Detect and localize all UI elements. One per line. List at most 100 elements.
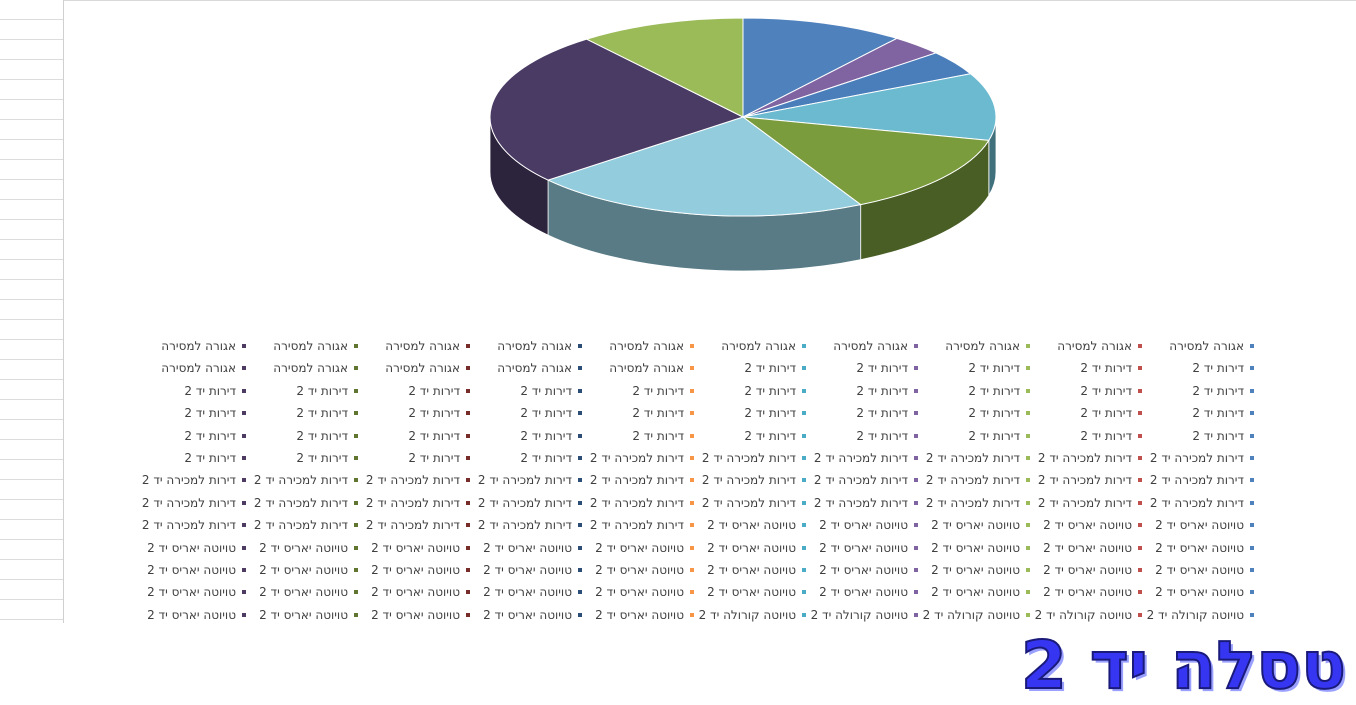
legend-entry[interactable]: טויוטה יאריס יד 2 (1043, 518, 1142, 532)
legend-entry[interactable]: דירות יד 2 (408, 451, 470, 465)
legend-entry[interactable]: טויוטה יאריס יד 2 (147, 585, 246, 599)
legend-entry[interactable]: דירות יד 2 (1192, 361, 1254, 375)
legend-entry[interactable]: טויוטה קורולה יד 2 (699, 608, 806, 622)
legend-entry[interactable]: דירות למכירה יד 2 (814, 451, 918, 465)
pie-slice-3[interactable] (742, 73, 997, 141)
legend-entry[interactable]: דירות למכירה יד 2 (926, 473, 1030, 487)
legend-entry[interactable]: טויוטה יאריס יד 2 (1043, 563, 1142, 577)
pie-chart[interactable] (64, 1, 1356, 341)
legend-entry[interactable]: דירות למכירה יד 2 (702, 496, 806, 510)
legend-entry[interactable]: טויוטה יאריס יד 2 (259, 541, 358, 555)
legend-entry[interactable]: דירות יד 2 (1080, 406, 1142, 420)
legend-entry[interactable]: טויוטה יאריס יד 2 (1155, 585, 1254, 599)
legend-entry[interactable]: דירות יד 2 (744, 406, 806, 420)
legend-entry[interactable]: אגורה למסירה (385, 339, 470, 353)
legend-entry[interactable]: דירות יד 2 (520, 429, 582, 443)
legend-entry[interactable]: טויוטה יאריס יד 2 (371, 563, 470, 577)
legend-entry[interactable]: אגורה למסירה (273, 339, 358, 353)
legend-entry[interactable]: טויוטה יאריס יד 2 (371, 608, 470, 622)
legend-entry[interactable]: דירות יד 2 (408, 406, 470, 420)
legend-entry[interactable]: דירות יד 2 (632, 406, 694, 420)
legend-entry[interactable]: דירות למכירה יד 2 (366, 473, 470, 487)
legend-entry[interactable]: אגורה למסירה (1057, 339, 1142, 353)
legend-entry[interactable]: טויוטה יאריס יד 2 (371, 541, 470, 555)
legend-entry[interactable]: דירות יד 2 (296, 384, 358, 398)
legend-entry[interactable]: דירות למכירה יד 2 (814, 473, 918, 487)
legend-entry[interactable]: דירות למכירה יד 2 (1150, 496, 1254, 510)
legend-entry[interactable]: דירות למכירה יד 2 (142, 496, 246, 510)
legend-entry[interactable]: טויוטה יאריס יד 2 (931, 585, 1030, 599)
legend-entry[interactable]: טויוטה יאריס יד 2 (819, 585, 918, 599)
legend-entry[interactable]: דירות למכירה יד 2 (1150, 473, 1254, 487)
legend-entry[interactable]: דירות למכירה יד 2 (366, 518, 470, 532)
legend-entry[interactable]: טויוטה קורולה יד 2 (811, 608, 918, 622)
legend-entry[interactable]: דירות יד 2 (296, 406, 358, 420)
legend-entry[interactable]: אגורה למסירה (161, 339, 246, 353)
legend-entry[interactable]: טויוטה יאריס יד 2 (483, 541, 582, 555)
legend-entry[interactable]: טויוטה יאריס יד 2 (147, 563, 246, 577)
legend-entry[interactable]: דירות למכירה יד 2 (1150, 451, 1254, 465)
legend-entry[interactable]: טויוטה קורולה יד 2 (1147, 608, 1254, 622)
legend-entry[interactable]: דירות למכירה יד 2 (590, 518, 694, 532)
legend-entry[interactable]: דירות יד 2 (856, 384, 918, 398)
legend-entry[interactable]: דירות למכירה יד 2 (366, 496, 470, 510)
legend-entry[interactable]: טויוטה יאריס יד 2 (147, 608, 246, 622)
legend-entry[interactable]: טויוטה יאריס יד 2 (819, 563, 918, 577)
legend-entry[interactable]: טויוטה יאריס יד 2 (1155, 518, 1254, 532)
legend-entry[interactable]: דירות יד 2 (632, 429, 694, 443)
legend-entry[interactable]: אגורה למסירה (161, 361, 246, 375)
legend-entry[interactable]: טויוטה יאריס יד 2 (1155, 563, 1254, 577)
legend-entry[interactable]: דירות יד 2 (520, 384, 582, 398)
legend-entry[interactable]: טויוטה יאריס יד 2 (1043, 541, 1142, 555)
pie-slice-6[interactable] (489, 38, 745, 181)
legend-entry[interactable]: דירות יד 2 (296, 429, 358, 443)
legend-entry[interactable]: טויוטה יאריס יד 2 (707, 563, 806, 577)
legend-entry[interactable]: אגורה למסירה (385, 361, 470, 375)
legend-entry[interactable]: דירות יד 2 (632, 384, 694, 398)
pie-slice-5[interactable] (546, 116, 862, 217)
legend-entry[interactable]: דירות יד 2 (744, 429, 806, 443)
legend-entry[interactable]: דירות למכירה יד 2 (478, 473, 582, 487)
legend-entry[interactable]: טויוטה קורולה יד 2 (923, 608, 1030, 622)
legend-entry[interactable]: דירות למכירה יד 2 (1038, 496, 1142, 510)
legend-entry[interactable]: דירות למכירה יד 2 (142, 473, 246, 487)
legend-entry[interactable]: דירות יד 2 (184, 406, 246, 420)
legend-entry[interactable]: טויוטה יאריס יד 2 (819, 541, 918, 555)
legend-entry[interactable]: טויוטה יאריס יד 2 (595, 608, 694, 622)
legend-entry[interactable]: דירות למכירה יד 2 (814, 496, 918, 510)
legend-entry[interactable]: אגורה למסירה (609, 361, 694, 375)
pie-slice-7[interactable] (585, 17, 744, 118)
legend-entry[interactable]: דירות למכירה יד 2 (590, 451, 694, 465)
legend-entry[interactable]: דירות יד 2 (744, 384, 806, 398)
legend-entry[interactable]: דירות יד 2 (1080, 429, 1142, 443)
chart-area[interactable]: אגורה למסירה אגורה למסירה אגורה למסירה אגור… (64, 0, 1356, 623)
legend-entry[interactable]: דירות יד 2 (1192, 406, 1254, 420)
legend-entry[interactable]: טויוטה קורולה יד 2 (1035, 608, 1142, 622)
legend-entry[interactable]: טויוטה יאריס יד 2 (931, 518, 1030, 532)
legend-entry[interactable]: טויוטה יאריס יד 2 (707, 585, 806, 599)
legend-entry[interactable]: טויוטה יאריס יד 2 (483, 608, 582, 622)
legend-entry[interactable]: דירות למכירה יד 2 (254, 518, 358, 532)
legend-entry[interactable]: טויוטה יאריס יד 2 (819, 518, 918, 532)
legend-entry[interactable]: דירות יד 2 (1080, 384, 1142, 398)
legend-entry[interactable]: אגורה למסירה (273, 361, 358, 375)
legend-entry[interactable]: דירות למכירה יד 2 (702, 473, 806, 487)
legend-entry[interactable]: דירות למכירה יד 2 (926, 496, 1030, 510)
legend-entry[interactable]: טויוטה יאריס יד 2 (259, 563, 358, 577)
legend-entry[interactable]: טויוטה יאריס יד 2 (1155, 541, 1254, 555)
legend-entry[interactable]: דירות יד 2 (296, 451, 358, 465)
legend-entry[interactable]: דירות יד 2 (856, 406, 918, 420)
legend-entry[interactable]: אגורה למסירה (497, 339, 582, 353)
pie-slice-4[interactable] (741, 116, 990, 206)
legend-entry[interactable]: טויוטה יאריס יד 2 (259, 585, 358, 599)
legend-entry[interactable]: אגורה למסירה (497, 361, 582, 375)
legend-entry[interactable]: דירות למכירה יד 2 (478, 518, 582, 532)
legend-entry[interactable]: דירות למכירה יד 2 (926, 451, 1030, 465)
legend-entry[interactable]: דירות יד 2 (184, 384, 246, 398)
legend-entry[interactable]: דירות למכירה יד 2 (142, 518, 246, 532)
legend-entry[interactable]: דירות יד 2 (856, 429, 918, 443)
legend-entry[interactable]: אגורה למסירה (945, 339, 1030, 353)
legend-entry[interactable]: טויוטה יאריס יד 2 (931, 541, 1030, 555)
legend-entry[interactable]: דירות יד 2 (744, 361, 806, 375)
legend-entry[interactable]: טויוטה יאריס יד 2 (147, 541, 246, 555)
